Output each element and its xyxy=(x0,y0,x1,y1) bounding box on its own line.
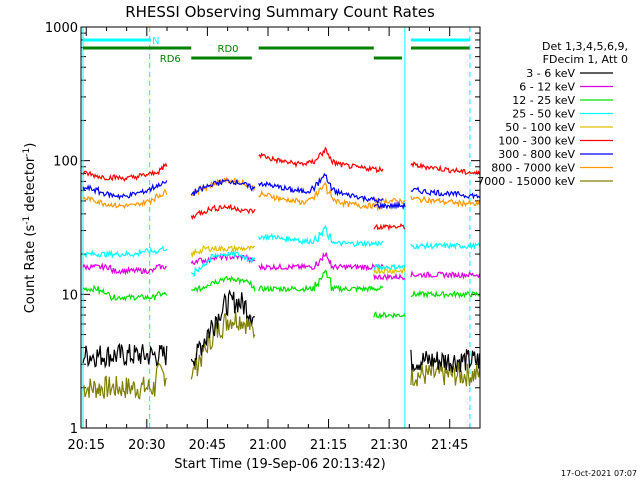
y-label-sup-2: -1 xyxy=(22,148,32,157)
legend-entry-label: 100 - 300 keV xyxy=(498,135,575,148)
legend: Det 1,3,4,5,6,9,FDecim 1, Att 03 - 6 keV… xyxy=(477,40,628,188)
y-label-part-3: ) xyxy=(23,143,38,148)
series-line-5 xyxy=(190,244,406,276)
legend-header-line: FDecim 1, Att 0 xyxy=(543,53,628,66)
flag-label-n: N xyxy=(152,36,159,47)
x-tick-label: 20:45 xyxy=(189,438,226,453)
series-line-1 xyxy=(82,288,481,373)
flag-label-rd0: RD0 xyxy=(218,44,239,55)
legend-entry-label: 3 - 6 keV xyxy=(526,67,575,80)
series-line-3 xyxy=(82,269,480,320)
footer-timestamp: 17-Oct-2021 07:07 xyxy=(561,469,637,478)
series-line-8 xyxy=(82,177,481,212)
legend-entry-label: 6 - 12 keV xyxy=(519,81,575,94)
x-tick-label: 21:30 xyxy=(370,438,407,453)
x-axis-label: Start Time (19-Sep-06 20:13:42) xyxy=(174,457,385,472)
series-line-7 xyxy=(82,172,481,211)
y-tick-label: 10 xyxy=(61,288,78,303)
y-tick-label: 1 xyxy=(70,422,78,437)
flags-layer: N RD0 RD6 xyxy=(82,27,471,428)
y-tick-label: 1000 xyxy=(45,21,78,36)
x-tick-label: 20:30 xyxy=(128,438,165,453)
legend-entry-label: 25 - 50 keV xyxy=(512,108,575,121)
y-axis-label: Count Rate (s-1 detector-1) xyxy=(22,143,38,314)
x-tick-label: 21:15 xyxy=(310,438,347,453)
y-tick-label: 100 xyxy=(53,155,78,170)
legend-entry-label: 12 - 25 keV xyxy=(512,94,575,107)
flag-label-rd6: RD6 xyxy=(160,54,181,65)
legend-entry-label: 800 - 7000 keV xyxy=(491,162,575,175)
series-line-2 xyxy=(82,252,481,282)
x-tick-label: 21:45 xyxy=(431,438,468,453)
chart-title: RHESSI Observing Summary Count Rates xyxy=(125,3,435,21)
legend-entry-label: 7000 - 15000 keV xyxy=(477,175,575,188)
series-line-9 xyxy=(82,311,481,400)
y-label-part-1: Count Rate (s xyxy=(23,225,38,314)
plot-frame xyxy=(80,26,481,429)
y-label-part-2: detector xyxy=(23,156,38,216)
legend-entry-label: 300 - 800 keV xyxy=(498,148,575,161)
y-label-sup-1: -1 xyxy=(22,216,32,225)
x-tick-label: 20:15 xyxy=(68,438,105,453)
legend-header-line: Det 1,3,4,5,6,9, xyxy=(542,40,628,53)
series-line-4 xyxy=(82,224,481,277)
axis-layer: 1 10 100 1000 20:15 20:30 20:45 21:00 21:15 21:30… xyxy=(45,21,480,453)
x-tick-label: 21:00 xyxy=(249,438,286,453)
series-line-6 xyxy=(82,146,481,232)
legend-entry-label: 50 - 100 keV xyxy=(505,121,575,134)
series-layer xyxy=(82,146,481,400)
